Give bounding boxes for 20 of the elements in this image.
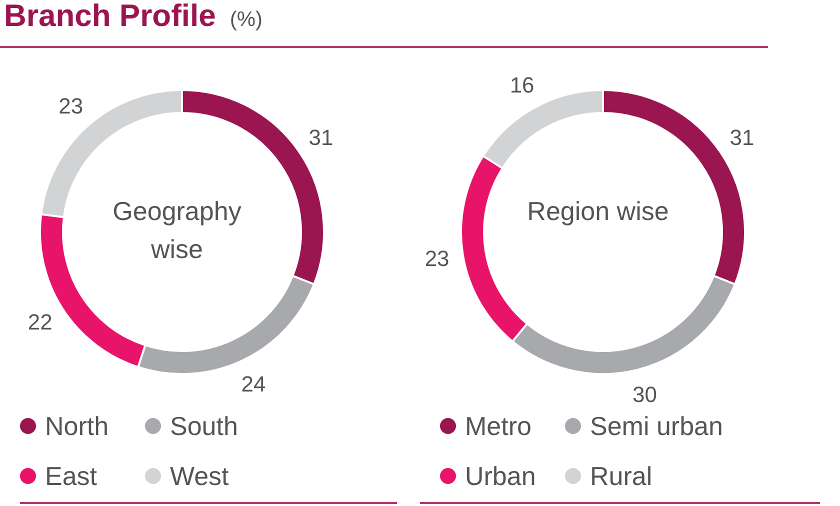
legend-label: Metro bbox=[465, 410, 532, 442]
data-label: 24 bbox=[241, 372, 266, 397]
data-label: 31 bbox=[308, 125, 334, 150]
data-label: 23 bbox=[58, 93, 84, 118]
data-label: 22 bbox=[28, 310, 52, 335]
legend-label: West bbox=[170, 460, 229, 492]
text: Geography wise bbox=[112, 195, 242, 266]
legend-label: East bbox=[45, 460, 98, 492]
data-label: 23 bbox=[424, 246, 450, 271]
legend-label: South bbox=[170, 410, 238, 442]
legend-label: Semi urban bbox=[590, 410, 723, 442]
chart-title: Branch Profile bbox=[4, 0, 216, 33]
data-label: 30 bbox=[632, 382, 658, 408]
legend-label: Rural bbox=[590, 460, 652, 492]
text: Region wise bbox=[526, 195, 670, 228]
legend-label: North bbox=[45, 410, 109, 442]
legend-label: Urban bbox=[465, 460, 536, 492]
data-label: 31 bbox=[730, 125, 754, 150]
chart-subtitle: (%) bbox=[230, 8, 263, 31]
data-label: 16 bbox=[510, 72, 534, 98]
